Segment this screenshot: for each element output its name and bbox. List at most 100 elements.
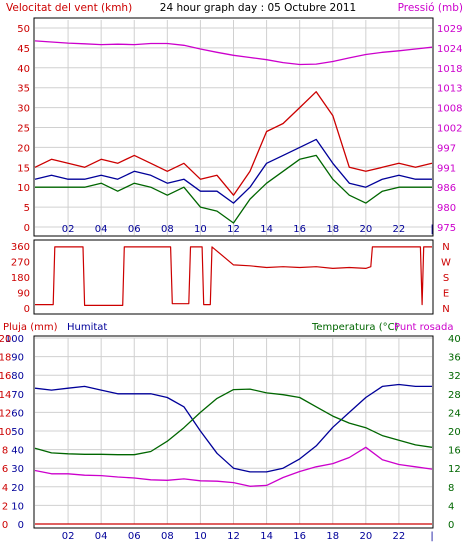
rain-tick-label: 16 xyxy=(0,371,11,382)
compass-tick-label: E xyxy=(443,289,449,300)
pressure-tick-label: 1029 xyxy=(437,24,462,35)
rain-tick-label: 6 xyxy=(2,464,8,475)
pressure-axis: 975 980 986 991 997 1002 1008 1013 1018 1024 1029 xyxy=(437,24,462,234)
rain-tick-label: 14 xyxy=(0,390,11,401)
temperature-axis: 0 4 8 12 16 20 24 28 32 36 40 xyxy=(448,334,461,531)
wind-tick-label: 20 xyxy=(17,143,30,154)
wind-tick-label: 35 xyxy=(17,84,30,95)
wind-tick-label: 50 xyxy=(17,24,30,35)
rain-label: Pluja (mm) xyxy=(3,322,58,333)
series-line xyxy=(34,138,432,204)
wind-tick-label: 30 xyxy=(17,104,30,115)
rain-tick-label: 18 xyxy=(0,353,11,364)
series-line xyxy=(34,388,433,456)
humidity-label: Humitat xyxy=(67,322,107,333)
pressure-tick-label: 986 xyxy=(437,183,456,194)
compass-tick-label: N xyxy=(442,304,449,315)
direction-tick-label: 360 xyxy=(11,242,30,253)
direction-line xyxy=(35,246,432,306)
wind-tick-label: 15 xyxy=(17,163,30,174)
pressure-tick-label: 975 xyxy=(437,223,456,234)
time-tick-label: 14 xyxy=(260,531,273,542)
panel-3-grid xyxy=(35,337,432,525)
temperature-tick-label: 4 xyxy=(448,501,454,512)
rain-tick-label: 0 xyxy=(2,520,8,531)
compass-tick-label: W xyxy=(441,258,451,269)
series-line xyxy=(34,383,432,473)
time-tick-label: 16 xyxy=(293,224,306,235)
series-line xyxy=(34,446,433,487)
time-tick-label: 18 xyxy=(326,224,339,235)
humidity-tick-label: 100 xyxy=(5,334,24,345)
wind-tick-label: 45 xyxy=(17,44,30,55)
panel-1-x-axis: 02 04 06 08 10 12 14 16 18 20 22 | xyxy=(62,224,434,235)
temperature-tick-label: 12 xyxy=(448,464,461,475)
pressure-tick-label: 1002 xyxy=(437,124,462,135)
humidity-tick-label: 80 xyxy=(11,371,24,382)
direction-tick-label: 270 xyxy=(11,258,30,269)
time-tick-label: 10 xyxy=(194,531,207,542)
time-tick-label: | xyxy=(430,224,433,235)
temperature-tick-label: 28 xyxy=(448,390,461,401)
time-tick-label: 14 xyxy=(260,224,273,235)
compass-tick-label: S xyxy=(443,273,449,284)
humidity-tick-label: 50 xyxy=(11,427,24,438)
humidity-tick-label: 60 xyxy=(11,408,24,419)
time-tick-label: 04 xyxy=(95,224,108,235)
temperature-tick-label: 24 xyxy=(448,408,461,419)
rain-tick-label: 10 xyxy=(0,427,11,438)
time-tick-label: 22 xyxy=(393,224,406,235)
time-tick-label: 06 xyxy=(128,224,141,235)
pressure-tick-label: 1024 xyxy=(437,44,462,55)
time-tick-label: 12 xyxy=(227,531,240,542)
rain-tick-label: 4 xyxy=(2,483,8,494)
humidity-tick-label: 40 xyxy=(11,446,24,457)
pressure-tick-label: 991 xyxy=(437,163,456,174)
wind-tick-label: 5 xyxy=(24,203,30,214)
panel-2-series xyxy=(35,246,432,306)
direction-tick-label: 0 xyxy=(24,304,30,315)
rain-tick-label: 12 xyxy=(0,408,11,419)
pressure-tick-label: 1008 xyxy=(437,104,462,115)
panel-3-series xyxy=(34,383,433,525)
compass-tick-label: N xyxy=(442,242,449,253)
pressure-tick-label: 997 xyxy=(437,143,456,154)
pressure-title: Pressió (mb) xyxy=(398,2,463,14)
direction-degrees-axis: 0 90 180 270 360 xyxy=(11,242,30,315)
time-tick-label: 06 xyxy=(128,531,141,542)
temperature-tick-label: 8 xyxy=(448,483,454,494)
temperature-label: Temperatura (°C) xyxy=(311,322,399,333)
temperature-tick-label: 20 xyxy=(448,427,461,438)
time-tick-label: 08 xyxy=(161,531,174,542)
humidity-tick-label: 70 xyxy=(11,390,24,401)
wind-title: Velocitat del vent (kmh) xyxy=(6,2,132,14)
rain-tick-label: 2 xyxy=(2,501,8,512)
humidity-tick-label: 30 xyxy=(11,464,24,475)
time-tick-label: 08 xyxy=(161,224,174,235)
temperature-tick-label: 36 xyxy=(448,353,461,364)
dewpoint-label: Punt rosada xyxy=(394,322,453,333)
temperature-tick-label: 40 xyxy=(448,334,461,345)
direction-tick-label: 180 xyxy=(11,273,30,284)
time-tick-label: 20 xyxy=(359,531,372,542)
rain-tick-label: 8 xyxy=(2,446,8,457)
time-tick-label: 04 xyxy=(95,531,108,542)
direction-tick-label: 90 xyxy=(17,289,30,300)
humidity-tick-label: 90 xyxy=(11,353,24,364)
time-tick-label: 20 xyxy=(359,224,372,235)
series-line xyxy=(34,40,433,66)
temperature-tick-label: 0 xyxy=(448,520,454,531)
main-title: 24 hour graph day : 05 Octubre 2011 xyxy=(160,2,356,14)
rain-axis: 0 2 4 6 8 10 12 14 16 18 20 xyxy=(0,334,11,531)
series-line xyxy=(34,91,433,196)
time-tick-label: 12 xyxy=(227,224,240,235)
series-line xyxy=(35,154,432,224)
panel-2-frame xyxy=(33,239,434,315)
wind-tick-label: 25 xyxy=(17,124,30,135)
pressure-tick-label: 1013 xyxy=(437,84,462,95)
humidity-tick-label: 0 xyxy=(18,520,24,531)
